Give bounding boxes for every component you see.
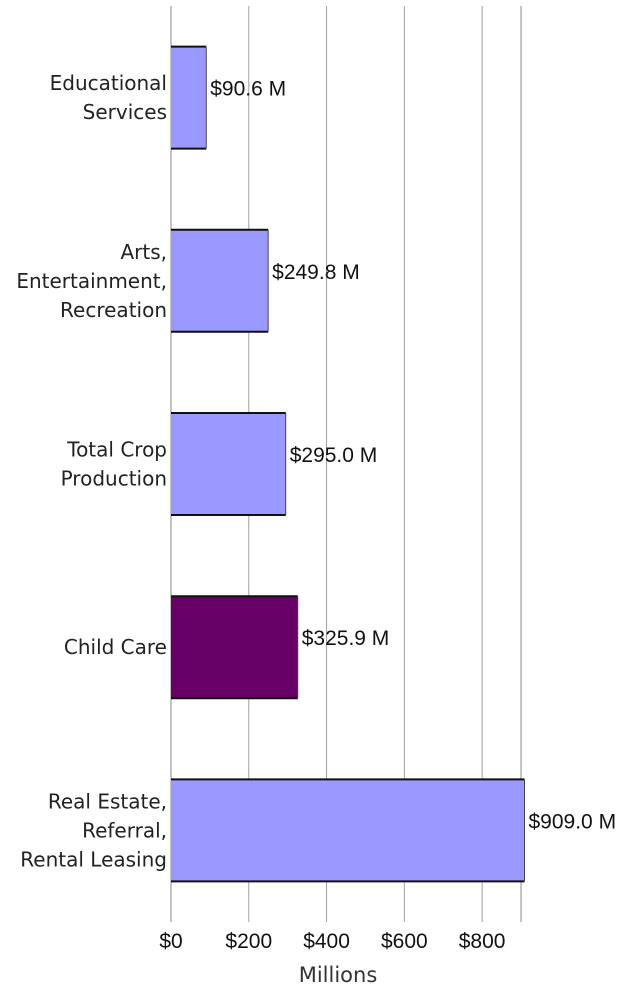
x-tick-label: $400	[303, 930, 350, 953]
bars	[171, 45, 525, 883]
value-label: $325.9 M	[302, 627, 390, 650]
x-tick-label: $600	[381, 930, 428, 953]
category-label-line: Entertainment,	[16, 269, 167, 293]
bar	[171, 46, 207, 149]
category-label-line: Referral,	[82, 818, 167, 842]
value-label: $249.8 M	[272, 261, 360, 284]
value-label: $909.0 M	[529, 810, 617, 833]
category-label-line: Total Crop	[66, 438, 167, 462]
x-axis-title: Millions	[299, 963, 378, 987]
value-labels: $90.6 M $249.8 M $295.0 M $325.9 M $909.0 M	[210, 78, 616, 834]
category-label: Arts, Entertainment, Recreation	[16, 240, 167, 322]
category-label: Total Crop Production	[61, 438, 167, 491]
bar	[171, 229, 269, 332]
bar	[171, 596, 298, 699]
category-label: Child Care	[64, 635, 167, 659]
value-label: $90.6 M	[210, 78, 286, 101]
category-label-line: Educational	[50, 71, 167, 95]
category-label: Educational Services	[50, 71, 167, 124]
value-label: $295.0 M	[290, 444, 378, 467]
bar	[171, 779, 525, 882]
category-label-line: Services	[83, 100, 167, 124]
x-tick-label: $0	[159, 930, 182, 953]
x-tick-label: $200	[225, 930, 272, 953]
category-label-line: Arts,	[120, 240, 167, 264]
category-labels: Educational Services Arts, Entertainment, Re…	[16, 71, 167, 871]
x-tick-label: $800	[459, 930, 506, 953]
category-label-line: Rental Leasing	[20, 847, 167, 871]
x-tick-labels: $0 $200 $400 $600 $800	[159, 930, 505, 953]
category-label-line: Production	[61, 467, 167, 491]
category-label-line: Real Estate,	[48, 789, 167, 813]
bar	[171, 413, 286, 515]
category-label-line: Recreation	[60, 298, 167, 322]
category-label-line: Child Care	[64, 635, 167, 659]
category-label: Real Estate, Referral, Rental Leasing	[20, 789, 167, 871]
